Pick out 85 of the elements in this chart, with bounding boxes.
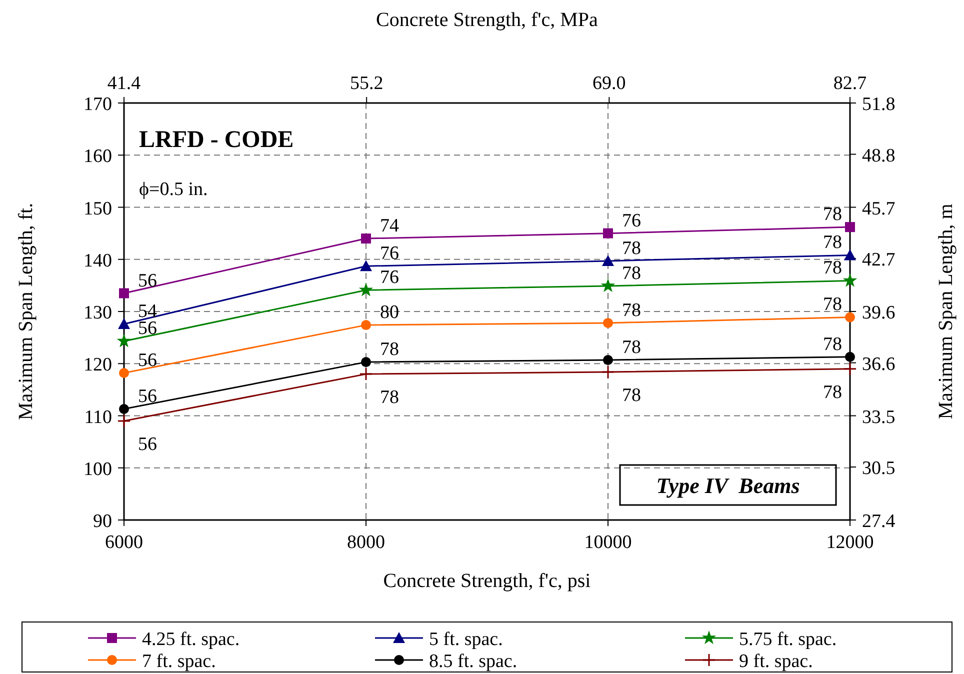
x2-tick-label: 55.2 [350,73,384,94]
y-tick-label: 120 [84,354,112,376]
annotation: 74 [380,216,400,237]
y-tick-label: 160 [84,146,112,168]
legend-label: 5 ft. spac. [429,629,503,650]
y2-tick-label: 51.8 [862,94,896,115]
point [361,357,371,368]
x-axis-title: Concrete Strength, f'c, psi [383,570,592,592]
point [845,312,855,322]
y2-tick-label: 30.5 [862,458,896,480]
annotation: 56 [138,350,157,372]
annotation: 78 [823,382,842,403]
y-tick-label: 170 [84,94,112,115]
annotation: ϕ=0.5 in. [139,179,208,200]
point [844,249,856,260]
y2-tick-label: 27.4 [862,511,896,532]
point [843,362,857,376]
point [603,318,613,328]
point [842,273,858,287]
point [845,352,855,362]
annotation: 78 [823,204,842,226]
y2-tick-label: 42.7 [862,250,896,271]
y-tick-label: 140 [84,250,112,272]
y2-tick-label: 39.6 [862,302,896,324]
legend-label: 9 ft. spac. [739,651,813,672]
point [119,368,129,378]
annotation: 78 [823,232,842,254]
point [361,320,371,330]
y2-tick-label: 48.8 [862,145,896,166]
annotation: 78 [380,339,399,360]
y-tick-label: 90 [93,511,112,532]
annotation: Type IV Beams [656,473,800,498]
annotation: 56 [138,434,157,455]
point [117,414,131,428]
y2-tick-label: 36.6 [862,354,896,375]
annotation: LRFD - CODE [139,127,294,153]
point [603,228,613,238]
legend-label: 8.5 ft. spac. [429,651,518,672]
y-tick-label: 150 [84,198,112,220]
annotation: 78 [622,384,641,406]
y-tick-label: 110 [84,406,112,428]
point [119,288,129,298]
point [601,365,615,379]
annotation: 56 [138,270,157,292]
annotation: 76 [380,267,399,288]
y2-tick-label: 45.7 [862,198,896,220]
point [602,254,614,266]
x2-tick-label: 41.4 [107,73,142,94]
point [360,260,372,272]
x-tick-label: 8000 [347,532,385,553]
annotation: 76 [380,243,399,264]
point [361,234,371,244]
annotation: 80 [380,302,399,324]
point [359,367,373,381]
x2-axis-title: Concrete Strength, f'c, MPa [376,9,598,31]
point [118,318,130,330]
point [603,354,613,365]
x2-tick-label: 82.7 [833,73,867,94]
annotation: 78 [622,300,641,321]
y-tick-label: 100 [84,458,112,480]
legend-label: 4.25 ft. spac. [142,629,240,650]
annotation: 78 [823,334,842,355]
annotation: 78 [823,294,842,316]
point [116,334,132,348]
point [845,222,855,232]
annotation: 78 [622,336,641,358]
x-tick-label: 12000 [826,532,874,553]
y-tick-label: 130 [84,302,112,324]
annotation: 78 [622,238,641,259]
annotation: 78 [380,387,399,408]
annotation: 76 [622,210,641,232]
annotation: 56 [138,386,157,407]
y-axis-title: Maximum Span Length, ft. [15,202,37,420]
y2-axis-title: Maximum Span Length, m [935,203,957,420]
legend-label: 7 ft. spac. [142,651,216,672]
x-tick-label: 6000 [105,532,143,553]
annotation: 78 [823,258,842,279]
x-tick-label: 10000 [584,532,632,553]
y2-tick-label: 33.5 [862,406,896,428]
annotation: 78 [622,262,641,284]
point [119,404,129,414]
point [600,278,616,292]
legend-label: 5.75 ft. spac. [739,629,837,650]
point [358,282,374,296]
x2-tick-label: 69.0 [592,73,626,94]
